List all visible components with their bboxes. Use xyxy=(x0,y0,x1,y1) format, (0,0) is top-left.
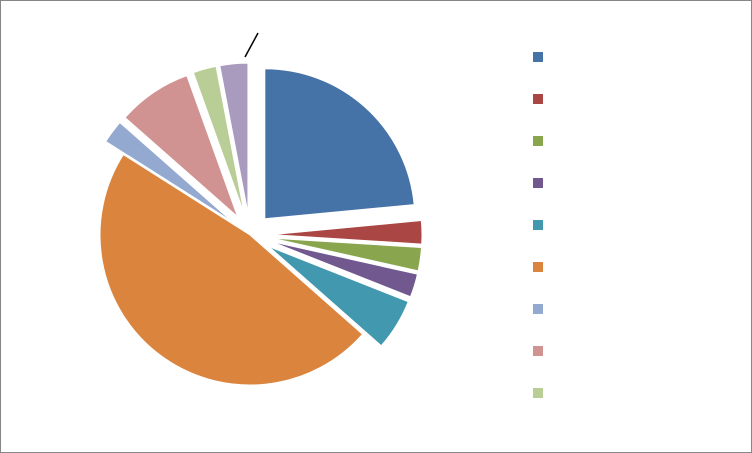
pie-slice-4 xyxy=(270,240,419,298)
pie-slice-1 xyxy=(264,68,415,220)
legend-swatch-3 xyxy=(533,136,543,146)
pie-slice-6 xyxy=(99,153,364,386)
legend-swatch-6 xyxy=(533,262,543,272)
pie-slices xyxy=(99,62,423,386)
pie-slice-2 xyxy=(271,219,423,245)
leader-line xyxy=(244,32,259,58)
legend-swatch-2 xyxy=(533,94,543,104)
pie-slice-9 xyxy=(192,65,245,214)
legend-swatch-5 xyxy=(533,220,543,230)
pie-slice-8 xyxy=(124,75,239,218)
legend-swatch-1 xyxy=(533,52,543,62)
legend-swatch-7 xyxy=(533,304,543,314)
legend-swatch-4 xyxy=(533,178,543,188)
legend-swatch-8 xyxy=(533,346,543,356)
pie-slice-7 xyxy=(105,121,233,223)
pie-slice-10 xyxy=(219,62,249,214)
legend-swatch-9 xyxy=(533,388,543,398)
pie-slice-3 xyxy=(271,237,423,272)
pie-slice-5 xyxy=(268,246,409,347)
